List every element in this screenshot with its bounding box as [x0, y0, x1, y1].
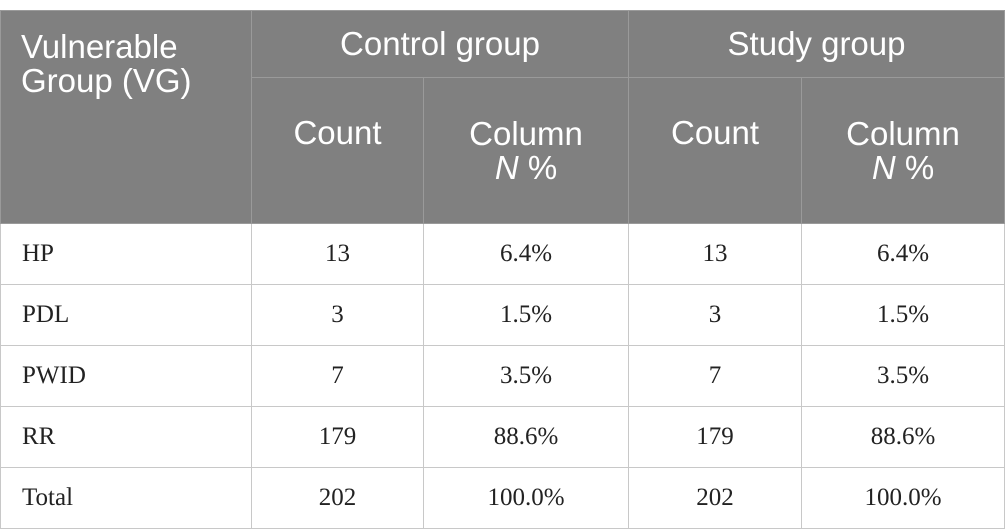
header-row-groups: Vulnerable Group (VG) Control group Stud… — [0, 10, 1005, 224]
row-label: HP — [0, 223, 252, 285]
table-row-total: Total 202 100.0% 202 100.0% — [0, 467, 1005, 529]
control-count-cell: 7 — [251, 345, 424, 407]
study-count-cell: 179 — [628, 406, 803, 468]
study-percent-cell: 3.5% — [801, 345, 1005, 407]
control-percent-cell: 6.4% — [422, 223, 630, 285]
count-label: Count — [293, 113, 382, 151]
control-percent-cell: 88.6% — [422, 406, 630, 468]
count-label: Count — [670, 113, 760, 151]
control-count-cell: 179 — [251, 406, 424, 468]
study-percent-cell: 6.4% — [801, 223, 1005, 285]
study-count-cell: 202 — [628, 467, 803, 529]
row-label: Total — [0, 467, 252, 529]
table-body: HP 13 6.4% 13 6.4% PDL 3 1.5% 3 1.5% PWI… — [0, 223, 1005, 529]
control-count-cell: 13 — [251, 223, 424, 285]
vulnerable-group-heading: Vulnerable Group (VG) — [0, 10, 252, 224]
n-label: N — [494, 148, 519, 186]
header-row-measures: Count Column N % Count Column N % — [1, 77, 1005, 224]
control-count-cell: 202 — [251, 467, 424, 529]
percent-sign: % — [904, 148, 935, 186]
table-row: PWID 7 3.5% 7 3.5% — [0, 345, 1005, 407]
table-row: HP 13 6.4% 13 6.4% — [0, 223, 1005, 285]
table-row: RR 179 88.6% 179 88.6% — [0, 406, 1005, 468]
table-header: Vulnerable Group (VG) Control group Stud… — [0, 10, 1005, 224]
row-label: RR — [0, 406, 252, 468]
control-column-percent-heading: Column N % — [422, 77, 630, 224]
control-count-heading: Count — [251, 77, 424, 224]
study-count-heading: Count — [628, 77, 803, 224]
study-count-cell: 7 — [628, 345, 803, 407]
study-count-cell: 3 — [628, 284, 803, 346]
study-group-heading: Study group — [628, 10, 1005, 78]
control-percent-cell: 1.5% — [422, 284, 630, 346]
column-label: Column — [846, 114, 960, 152]
row-label: PDL — [0, 284, 252, 346]
row-label: PWID — [0, 345, 252, 407]
study-percent-cell: 100.0% — [801, 467, 1005, 529]
percent-sign: % — [527, 148, 558, 186]
column-label: Column — [469, 114, 583, 152]
vulnerable-group-table: Vulnerable Group (VG) Control group Stud… — [0, 10, 1005, 529]
control-percent-cell: 100.0% — [422, 467, 630, 529]
control-percent-cell: 3.5% — [422, 345, 630, 407]
study-percent-cell: 88.6% — [801, 406, 1005, 468]
study-percent-cell: 1.5% — [801, 284, 1005, 346]
study-column-percent-heading: Column N % — [801, 77, 1005, 224]
control-group-heading: Control group — [250, 10, 630, 78]
n-label: N — [871, 148, 896, 186]
control-count-cell: 3 — [251, 284, 424, 346]
table-row: PDL 3 1.5% 3 1.5% — [0, 284, 1005, 346]
study-count-cell: 13 — [628, 223, 803, 285]
